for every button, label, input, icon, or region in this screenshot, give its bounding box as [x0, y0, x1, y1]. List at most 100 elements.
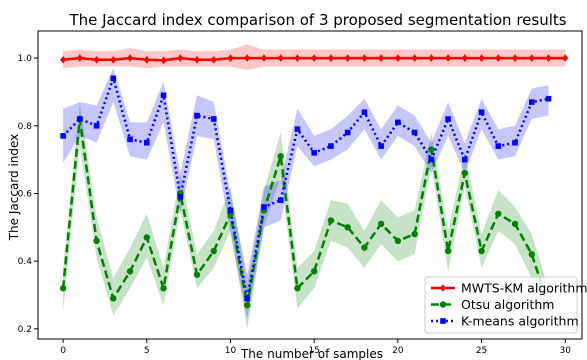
point-series-1	[143, 55, 150, 64]
point-series-1	[394, 54, 401, 62]
point-series-2	[327, 217, 335, 224]
legend-box	[424, 276, 578, 334]
point-series-1	[294, 54, 301, 62]
point-series-1	[528, 54, 535, 62]
legend-marker	[440, 284, 446, 292]
point-series-2	[143, 234, 150, 241]
y-tick-label: 0.6	[18, 189, 33, 199]
point-series-2	[528, 251, 535, 258]
legend-label: K-means algorithm	[461, 314, 579, 329]
point-series-2	[344, 224, 351, 231]
point-series-2	[160, 285, 167, 292]
series-markers	[59, 54, 569, 309]
point-series-2	[394, 237, 402, 245]
point-series-1	[311, 54, 318, 62]
point-series-3	[512, 139, 518, 146]
y-tick-label: 0.2	[18, 325, 32, 335]
point-series-3	[160, 92, 167, 99]
point-series-3	[478, 109, 485, 116]
x-tick-label: 20	[392, 346, 404, 356]
point-series-2	[310, 268, 318, 275]
point-series-3	[144, 139, 150, 146]
point-series-1	[60, 55, 67, 64]
point-series-1	[227, 54, 234, 62]
plot-area-frame	[37, 30, 583, 340]
y-tick-label: 0.8	[18, 122, 33, 132]
legend-label: Otsu algorithm	[461, 297, 554, 312]
point-series-1	[445, 54, 452, 62]
point-series-2	[428, 146, 435, 153]
point-series-1	[344, 54, 351, 62]
point-series-3	[277, 197, 284, 204]
x-tick-label: 5	[144, 346, 150, 356]
point-series-3	[60, 133, 66, 139]
point-series-2	[444, 247, 452, 255]
point-series-2	[193, 271, 201, 278]
point-series-3	[294, 126, 301, 132]
point-series-2	[210, 247, 217, 255]
point-series-3	[227, 207, 234, 214]
point-series-2	[361, 244, 368, 251]
line-series-2	[61, 118, 550, 306]
point-series-2	[93, 237, 100, 245]
point-series-1	[361, 54, 368, 62]
y-axis-ticks: 0.2 0.4 0.6 0.8 1.0	[18, 54, 38, 335]
y-tick-label: 1.0	[18, 54, 33, 64]
point-series-1	[327, 54, 334, 62]
point-series-2	[377, 220, 385, 228]
point-series-3	[77, 116, 83, 122]
point-series-3	[545, 95, 552, 102]
x-tick-label: 30	[560, 346, 572, 356]
point-series-1	[160, 56, 167, 65]
point-series-1	[110, 55, 117, 64]
point-series-3	[328, 143, 334, 149]
point-series-3	[361, 109, 368, 116]
point-series-1	[545, 54, 552, 62]
point-series-1	[478, 54, 485, 62]
point-series-2	[511, 220, 519, 228]
point-series-3	[93, 122, 100, 129]
point-series-2	[277, 153, 284, 160]
x-tick-label: 0	[60, 346, 66, 356]
point-series-1	[194, 55, 201, 64]
band-series-2	[63, 102, 549, 329]
point-series-3	[445, 116, 451, 122]
point-series-3	[411, 129, 418, 136]
point-series-3	[210, 116, 217, 122]
point-series-1	[512, 54, 519, 62]
point-series-1	[93, 55, 100, 64]
point-series-3	[127, 136, 133, 143]
point-series-3	[428, 156, 435, 163]
point-series-3	[395, 119, 401, 126]
point-series-1	[378, 54, 385, 62]
point-series-3	[495, 143, 502, 149]
point-series-3	[311, 150, 317, 156]
point-series-3	[378, 143, 384, 149]
line-series-3	[62, 74, 549, 299]
point-series-2	[495, 210, 502, 217]
x-tick-label: 15	[308, 346, 319, 356]
point-series-3	[261, 204, 267, 210]
point-series-1	[127, 54, 134, 62]
point-series-1	[244, 54, 251, 62]
point-series-2	[244, 301, 251, 309]
point-series-3	[528, 99, 535, 105]
point-series-2	[59, 285, 67, 292]
point-series-3	[244, 295, 251, 302]
point-series-3	[344, 129, 351, 136]
point-series-3	[177, 194, 184, 200]
legend-marker	[439, 301, 447, 308]
x-tick-label: 10	[225, 346, 237, 356]
point-series-1	[495, 54, 502, 62]
band-series-3	[63, 68, 549, 319]
point-series-2	[411, 230, 418, 238]
chart-title: The Jaccard index comparison of 3 propos…	[68, 11, 566, 29]
point-series-2	[461, 169, 469, 177]
point-series-3	[462, 156, 468, 163]
legend-marker	[440, 318, 446, 324]
y-tick-label: 0.4	[18, 257, 33, 267]
point-series-1	[277, 54, 284, 62]
legend-label: MWTS-KM algorithm	[461, 281, 587, 296]
